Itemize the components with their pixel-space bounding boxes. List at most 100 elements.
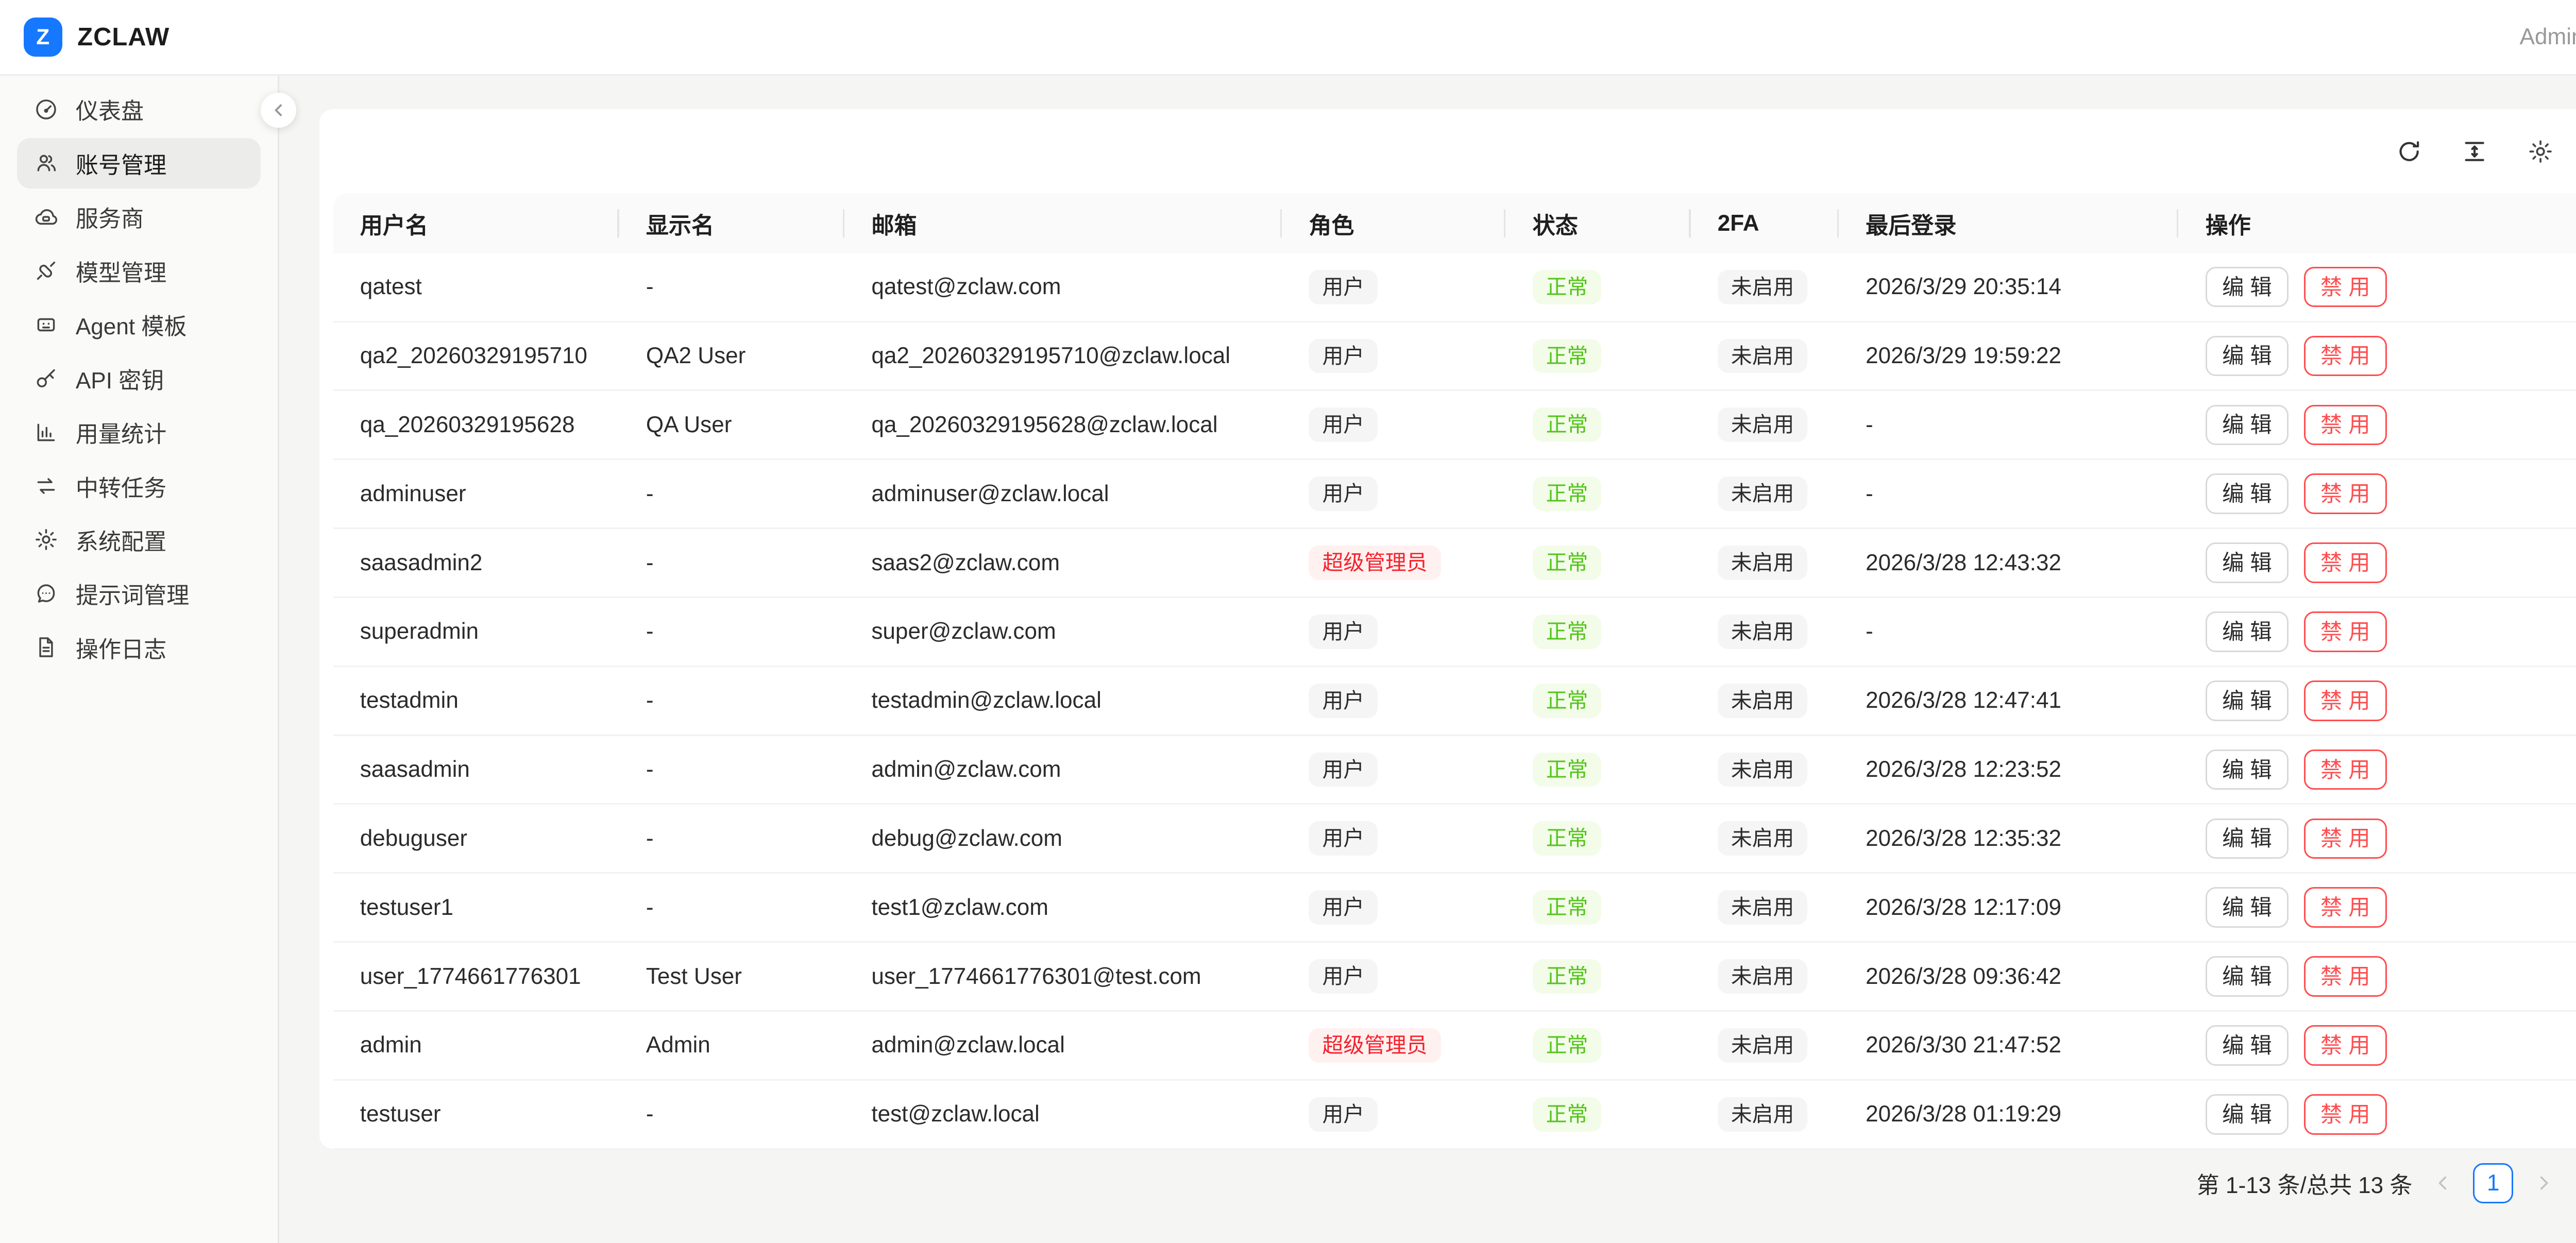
sidebar-item-operation-logs[interactable]: 操作日志: [17, 622, 261, 673]
edit-button[interactable]: 编 辑: [2205, 1025, 2289, 1066]
settings-icon[interactable]: [2527, 138, 2554, 165]
twofa-cell: 未启用: [1690, 1080, 1839, 1150]
sidebar-item-api-keys[interactable]: API 密钥: [17, 353, 261, 404]
email-cell: debug@zclaw.com: [844, 804, 1282, 874]
plug-icon: [33, 258, 59, 283]
pagination-page-1[interactable]: 1: [2473, 1163, 2514, 1204]
sidebar-item-providers[interactable]: 服务商: [17, 192, 261, 242]
edit-button[interactable]: 编 辑: [2205, 404, 2289, 446]
email-cell: saas2@zclaw.com: [844, 528, 1282, 598]
pagination-prev-button[interactable]: [2433, 1173, 2453, 1193]
transfer-icon: [33, 473, 59, 499]
density-icon[interactable]: [2461, 138, 2488, 165]
status-cell: 正常: [1505, 321, 1691, 391]
twofa-cell: 未启用: [1690, 942, 1839, 1012]
last-login-cell: 2026/3/28 12:35:32: [1838, 804, 2179, 874]
role-badge: 超级管理员: [1309, 1028, 1441, 1063]
disable-button[interactable]: 禁 用: [2303, 1025, 2387, 1066]
sidebar-item-relay-tasks[interactable]: 中转任务: [17, 461, 261, 512]
pagination-next-button[interactable]: [2534, 1173, 2554, 1193]
display-name-cell: -: [619, 459, 845, 530]
chart-icon: [33, 420, 59, 445]
status-badge: 正常: [1532, 614, 1602, 649]
username-cell: adminuser: [333, 459, 619, 530]
table-row: qa_20260329195628 QA User qa_2026032919562…: [333, 390, 2576, 461]
edit-button[interactable]: 编 辑: [2205, 473, 2289, 514]
twofa-badge: 未启用: [1717, 683, 1808, 718]
edit-button[interactable]: 编 辑: [2205, 611, 2289, 652]
display-name-cell: -: [619, 528, 845, 598]
actions-cell: 编 辑禁 用: [2178, 1080, 2576, 1150]
table-row: superadmin - super@zclaw.com 用户 正常 未启用 - 编 辑禁 用: [333, 597, 2576, 667]
username-cell: saasadmin2: [333, 528, 619, 598]
table-header-row: 用户名 显示名 邮箱 角色 状态 2FA 最后登录 操作: [333, 193, 2576, 253]
disable-button[interactable]: 禁 用: [2303, 473, 2387, 514]
disable-button[interactable]: 禁 用: [2303, 887, 2387, 928]
disable-button[interactable]: 禁 用: [2303, 266, 2387, 308]
role-badge: 用户: [1309, 890, 1378, 925]
disable-button[interactable]: 禁 用: [2303, 818, 2387, 859]
status-badge: 正常: [1532, 683, 1602, 718]
sidebar-nav: 仪表盘账号管理服务商 模型管理 Agent 模板 API 密钥 用量统计中转任务系统配置…: [16, 84, 261, 673]
sidebar-item-dashboard[interactable]: 仪表盘: [17, 84, 261, 134]
edit-button[interactable]: 编 辑: [2205, 680, 2289, 721]
disable-button[interactable]: 禁 用: [2303, 404, 2387, 446]
actions-cell: 编 辑禁 用: [2178, 873, 2576, 943]
twofa-badge: 未启用: [1717, 959, 1808, 994]
disable-button[interactable]: 禁 用: [2303, 611, 2387, 652]
sidebar-item-label: 系统配置: [75, 529, 167, 555]
disable-button[interactable]: 禁 用: [2303, 542, 2387, 583]
sidebar: 仪表盘账号管理服务商 模型管理 Agent 模板 API 密钥 用量统计中转任务系统配置…: [0, 75, 296, 1243]
edit-button[interactable]: 编 辑: [2205, 818, 2289, 859]
sidebar-item-system-config[interactable]: 系统配置: [17, 515, 261, 565]
username-cell: saasadmin: [333, 735, 619, 805]
column-header-3: 角色: [1282, 193, 1506, 253]
role-badge: 用户: [1309, 821, 1378, 856]
email-cell: test1@zclaw.com: [844, 873, 1282, 943]
role-badge: 用户: [1309, 338, 1378, 373]
column-header-7: 操作: [2178, 193, 2576, 253]
edit-button[interactable]: 编 辑: [2205, 266, 2289, 308]
status-cell: 正常: [1505, 597, 1691, 667]
sidebar-item-label: API 密钥: [75, 368, 164, 394]
display-name-cell: QA2 User: [619, 321, 845, 391]
role-badge: 用户: [1309, 407, 1378, 442]
table-row: saasadmin - admin@zclaw.com 用户 正常 未启用 2026/3/2…: [333, 735, 2576, 805]
main-content: 用户名 显示名 邮箱 角色 状态 2FA 最后登录 操作 qatest - qatest@zcla…: [279, 76, 2576, 1243]
disable-button[interactable]: 禁 用: [2303, 1094, 2387, 1135]
email-cell: qatest@zclaw.com: [844, 253, 1282, 322]
sidebar-collapse-button[interactable]: [261, 92, 296, 128]
sidebar-item-accounts[interactable]: 账号管理: [16, 138, 261, 189]
disable-button[interactable]: 禁 用: [2303, 680, 2387, 721]
edit-button[interactable]: 编 辑: [2205, 542, 2289, 583]
column-header-5: 2FA: [1690, 193, 1839, 253]
gear-icon: [33, 527, 59, 552]
disable-button[interactable]: 禁 用: [2303, 335, 2387, 377]
status-cell: 正常: [1505, 1080, 1691, 1150]
sidebar-item-label: 账号管理: [75, 152, 167, 178]
role-badge: 用户: [1309, 269, 1378, 304]
edit-button[interactable]: 编 辑: [2205, 956, 2289, 997]
edit-button[interactable]: 编 辑: [2205, 1094, 2289, 1135]
sidebar-item-label: 中转任务: [75, 475, 167, 501]
table-row: testuser - test@zclaw.local 用户 正常 未启用 2026/3/2…: [333, 1080, 2576, 1150]
gauge-icon: [33, 97, 59, 122]
sidebar-item-prompts[interactable]: 提示词管理: [17, 568, 261, 619]
status-cell: 正常: [1505, 459, 1691, 530]
sidebar-item-usage-stats[interactable]: 用量统计: [17, 407, 261, 457]
account-menu[interactable]: Admin: [2519, 24, 2576, 49]
disable-button[interactable]: 禁 用: [2303, 956, 2387, 997]
sidebar-item-label: 用量统计: [75, 422, 167, 448]
disable-button[interactable]: 禁 用: [2303, 749, 2387, 790]
edit-button[interactable]: 编 辑: [2205, 335, 2289, 377]
sidebar-item-agent-templates[interactable]: Agent 模板: [17, 299, 261, 350]
role-badge: 用户: [1309, 959, 1378, 994]
role-cell: 用户: [1282, 321, 1506, 391]
edit-button[interactable]: 编 辑: [2205, 887, 2289, 928]
email-cell: test@zclaw.local: [844, 1080, 1282, 1150]
edit-button[interactable]: 编 辑: [2205, 749, 2289, 790]
body-wrap: 仪表盘账号管理服务商 模型管理 Agent 模板 API 密钥 用量统计中转任务系统配置…: [0, 75, 2576, 1243]
refresh-icon[interactable]: [2396, 138, 2422, 165]
sidebar-item-models[interactable]: 模型管理: [17, 246, 261, 296]
username-cell: testuser: [333, 1080, 619, 1150]
